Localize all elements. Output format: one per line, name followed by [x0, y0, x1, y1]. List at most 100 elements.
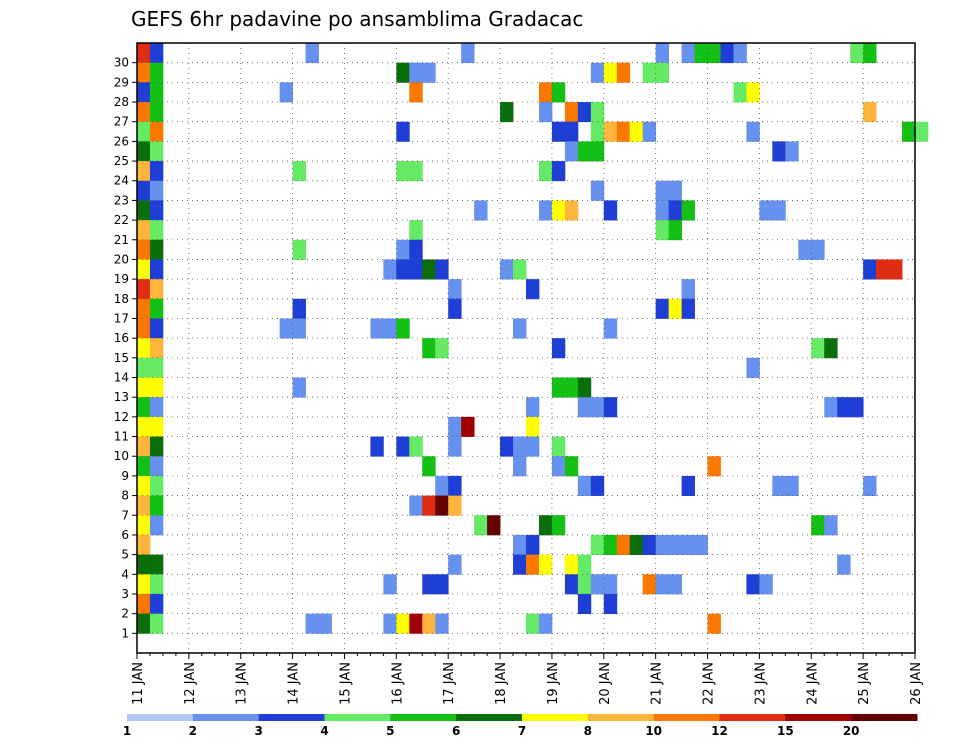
- heatmap-cell: [759, 574, 773, 595]
- heatmap-cell: [564, 377, 579, 398]
- heatmap-cell: [137, 554, 151, 575]
- heatmap-cell: [551, 377, 566, 398]
- heatmap-cell: [603, 318, 618, 339]
- heatmap-cell: [746, 574, 760, 595]
- heatmap-cell: [137, 475, 151, 496]
- heatmap-cell: [577, 377, 592, 398]
- heatmap-cell: [603, 593, 618, 615]
- heatmap-cell: [746, 357, 760, 378]
- x-tick-label: 24 JAN: [805, 662, 820, 705]
- heatmap-cell: [785, 141, 799, 162]
- heatmap-cell: [526, 436, 540, 457]
- heatmap-cell: [564, 121, 579, 142]
- heatmap-cell: [707, 43, 721, 64]
- y-tick-label: 15: [114, 351, 129, 365]
- heatmap-cell: [435, 574, 449, 595]
- heatmap-cell: [513, 436, 527, 457]
- grid-lines: [137, 43, 915, 653]
- x-tick-label: 22 JAN: [702, 662, 717, 705]
- y-tick-label: 3: [121, 587, 129, 601]
- heatmap-cell: [409, 62, 423, 83]
- legend-swatch: [851, 714, 918, 721]
- heatmap-cell: [694, 43, 708, 64]
- heatmap-cell: [137, 279, 151, 300]
- y-tick-label: 9: [121, 469, 129, 483]
- heatmap-cell: [137, 495, 151, 516]
- heatmap-cell: [746, 82, 760, 103]
- heatmap-cell: [824, 515, 838, 536]
- heatmap-cell: [461, 416, 475, 437]
- heatmap-cell: [590, 475, 605, 496]
- heatmap-cell: [551, 200, 566, 221]
- heatmap-cell: [590, 102, 605, 123]
- heatmap-cell: [396, 436, 410, 457]
- heatmap-cell: [629, 121, 644, 142]
- heatmap-cell: [603, 397, 618, 418]
- heatmap-cell: [149, 102, 164, 123]
- heatmap-cell: [137, 298, 151, 319]
- x-tick-label: 23 JAN: [753, 662, 768, 705]
- heatmap-cell: [837, 397, 851, 418]
- color-legend: 1 2 3 4 5 6 7 8 10 12 15 20: [123, 714, 918, 738]
- heatmap-cell: [149, 495, 164, 516]
- y-tick-label: 18: [114, 292, 129, 306]
- x-tick-label: 16 JAN: [390, 662, 405, 705]
- heatmap-cell: [149, 200, 164, 221]
- heatmap-cell: [681, 200, 695, 221]
- heatmap-cell: [435, 338, 449, 359]
- heatmap-cell: [668, 574, 682, 595]
- y-tick-label: 13: [114, 390, 129, 404]
- heatmap-cell: [707, 456, 721, 477]
- heatmap-cell: [500, 259, 514, 280]
- heatmap-cell: [889, 259, 903, 280]
- heatmap-cell: [655, 62, 670, 83]
- heatmap-cell: [279, 318, 293, 339]
- y-axis: 1234567891011121314151617181920212223242…: [114, 56, 137, 640]
- heatmap-cell: [616, 121, 631, 142]
- heatmap-cell: [435, 259, 449, 280]
- heatmap-cell: [590, 534, 605, 556]
- heatmap-cell: [149, 515, 164, 536]
- heatmap-cell: [811, 239, 825, 260]
- heatmap-cell: [668, 534, 682, 556]
- heatmap-cell: [149, 613, 164, 634]
- heatmap-cell: [733, 82, 747, 103]
- heatmap-cell: [707, 613, 721, 634]
- heatmap-cell: [513, 318, 527, 339]
- heatmap-cell: [137, 357, 151, 378]
- heatmap-cell: [422, 495, 436, 516]
- heatmap-cell: [137, 259, 151, 280]
- legend-swatch: [456, 714, 523, 721]
- heatmap-cell: [590, 62, 605, 83]
- heatmap-cell: [383, 318, 397, 339]
- heatmap-cell: [396, 161, 410, 182]
- heatmap-cell: [149, 82, 164, 103]
- heatmap-cell: [409, 259, 423, 280]
- legend-swatch: [324, 714, 391, 721]
- y-tick-label: 1: [121, 626, 129, 640]
- heatmap-cell: [681, 475, 695, 496]
- heatmap-cell: [694, 534, 708, 556]
- heatmap-cell: [564, 574, 579, 595]
- x-tick-label: 17 JAN: [442, 662, 457, 705]
- heatmap-cell: [681, 298, 695, 319]
- heatmap-cell: [409, 436, 423, 457]
- heatmap-cell: [655, 574, 670, 595]
- heatmap-cell: [137, 456, 151, 477]
- heatmap-cell: [655, 180, 670, 201]
- heatmap-cell: [603, 200, 618, 221]
- heatmap-cell: [551, 82, 566, 103]
- heatmap-cell: [513, 534, 527, 556]
- x-tick-label: 11 JAN: [131, 662, 146, 705]
- heatmap-cell: [681, 279, 695, 300]
- heatmap-cell: [526, 397, 540, 418]
- y-tick-label: 10: [114, 449, 129, 463]
- legend-swatch: [258, 714, 325, 721]
- heatmap-cell: [577, 397, 592, 418]
- heatmap-cell: [149, 377, 164, 398]
- heatmap-cell: [149, 121, 164, 142]
- heatmap-cell: [551, 456, 566, 477]
- heatmap-cell: [383, 613, 397, 634]
- heatmap-cell: [538, 200, 553, 221]
- heatmap-cell: [383, 574, 397, 595]
